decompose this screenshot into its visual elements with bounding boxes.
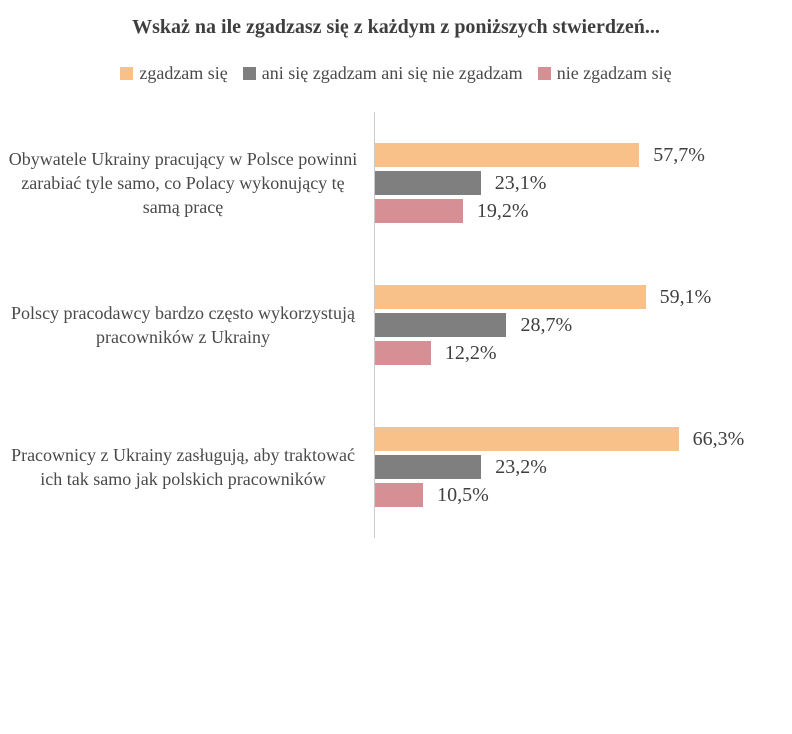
value-label: 66,3%: [692, 427, 745, 450]
value-label: 19,2%: [476, 199, 529, 222]
legend: zgadzam się ani się zgadzam ani się nie …: [0, 63, 792, 84]
legend-item-disagree: nie zgadzam się: [537, 63, 672, 84]
bar-agree-3: [375, 427, 679, 451]
chart-title: Wskaż na ile zgadzasz się z każdym z pon…: [132, 16, 660, 38]
category-label-1: Obywatele Ukrainy pracujący w Polsce pow…: [8, 148, 358, 218]
bar-neutral-1: [375, 171, 481, 195]
chart-group-3: Pracownicy z Ukrainy zasługują, aby trak…: [0, 396, 792, 538]
value-label: 10,5%: [437, 483, 489, 506]
bar-disagree-2: [375, 341, 431, 365]
bar-agree-2: [375, 285, 646, 309]
legend-swatch-neutral-icon: [242, 67, 256, 80]
legend-swatch-agree-icon: [120, 67, 134, 80]
bar-neutral-2: [375, 313, 507, 337]
value-label: 23,1%: [494, 171, 547, 194]
legend-item-neutral: ani się zgadzam ani się nie zgadzam: [242, 63, 523, 84]
bar-cluster-3: 66,3% 23,2% 10,5%: [375, 427, 744, 507]
legend-item-agree: zgadzam się: [120, 63, 228, 84]
bar-cluster-2: 59,1% 28,7% 12,2%: [375, 285, 711, 365]
category-label-2: Polscy pracodawcy bardzo często wykorzys…: [11, 302, 355, 347]
bar-disagree-3: [375, 483, 424, 507]
chart-group-2: Polscy pracodawcy bardzo często wykorzys…: [0, 254, 792, 396]
category-label-3: Pracownicy z Ukrainy zasługują, aby trak…: [11, 444, 355, 489]
bar-cluster-1: 57,7% 23,1% 19,2%: [375, 143, 705, 223]
legend-swatch-disagree-icon: [537, 67, 551, 80]
bar-chart: Obywatele Ukrainy pracujący w Polsce pow…: [0, 112, 792, 538]
value-label: 28,7%: [520, 313, 573, 336]
bar-agree-1: [375, 143, 640, 167]
bar-neutral-3: [375, 455, 482, 479]
value-label: 59,1%: [659, 285, 712, 308]
value-label: 23,2%: [495, 455, 547, 478]
y-axis-line: [374, 112, 375, 538]
value-label: 12,2%: [444, 341, 497, 364]
chart-group-1: Obywatele Ukrainy pracujący w Polsce pow…: [0, 112, 792, 254]
value-label: 57,7%: [653, 143, 705, 166]
bar-disagree-1: [375, 199, 463, 223]
legend-label-disagree: nie zgadzam się: [556, 63, 672, 83]
legend-label-neutral: ani się zgadzam ani się nie zgadzam: [261, 63, 523, 83]
legend-label-agree: zgadzam się: [139, 63, 228, 83]
